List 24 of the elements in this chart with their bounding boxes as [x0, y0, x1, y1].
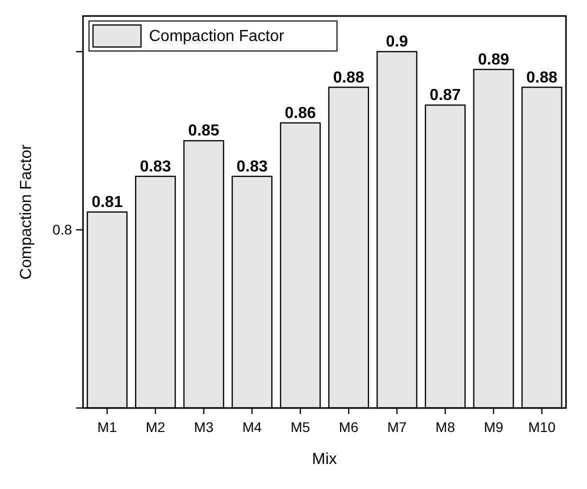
- x-tick-label: M10: [528, 419, 556, 435]
- data-label: 0.83: [140, 158, 172, 176]
- x-tick-label: M8: [436, 419, 456, 435]
- data-label: 0.89: [478, 51, 510, 68]
- x-tick-label: M5: [290, 419, 310, 435]
- x-tick-label: M6: [338, 419, 359, 435]
- x-tick-label: M9: [484, 419, 504, 435]
- data-label: 0.88: [333, 69, 364, 86]
- x-tick-label: M2: [146, 419, 166, 435]
- x-tick-label: M7: [387, 419, 407, 435]
- data-label: 0.9: [386, 34, 408, 51]
- x-axis-title: Mix: [312, 451, 337, 468]
- data-label: 0.87: [430, 87, 461, 104]
- x-tick-label: M3: [194, 419, 214, 435]
- data-label: 0.83: [236, 158, 268, 176]
- y-axis-title: Compaction Factor: [18, 144, 35, 280]
- legend-label: Compaction Factor: [149, 28, 285, 45]
- data-label: 0.86: [284, 104, 316, 122]
- data-label: 0.81: [92, 194, 123, 211]
- x-tick-label: M4: [242, 419, 262, 435]
- data-label: 0.85: [188, 122, 220, 140]
- data-label: 0.88: [526, 69, 558, 86]
- text: 0.8: [52, 222, 72, 238]
- x-tick-label: M1: [97, 419, 118, 435]
